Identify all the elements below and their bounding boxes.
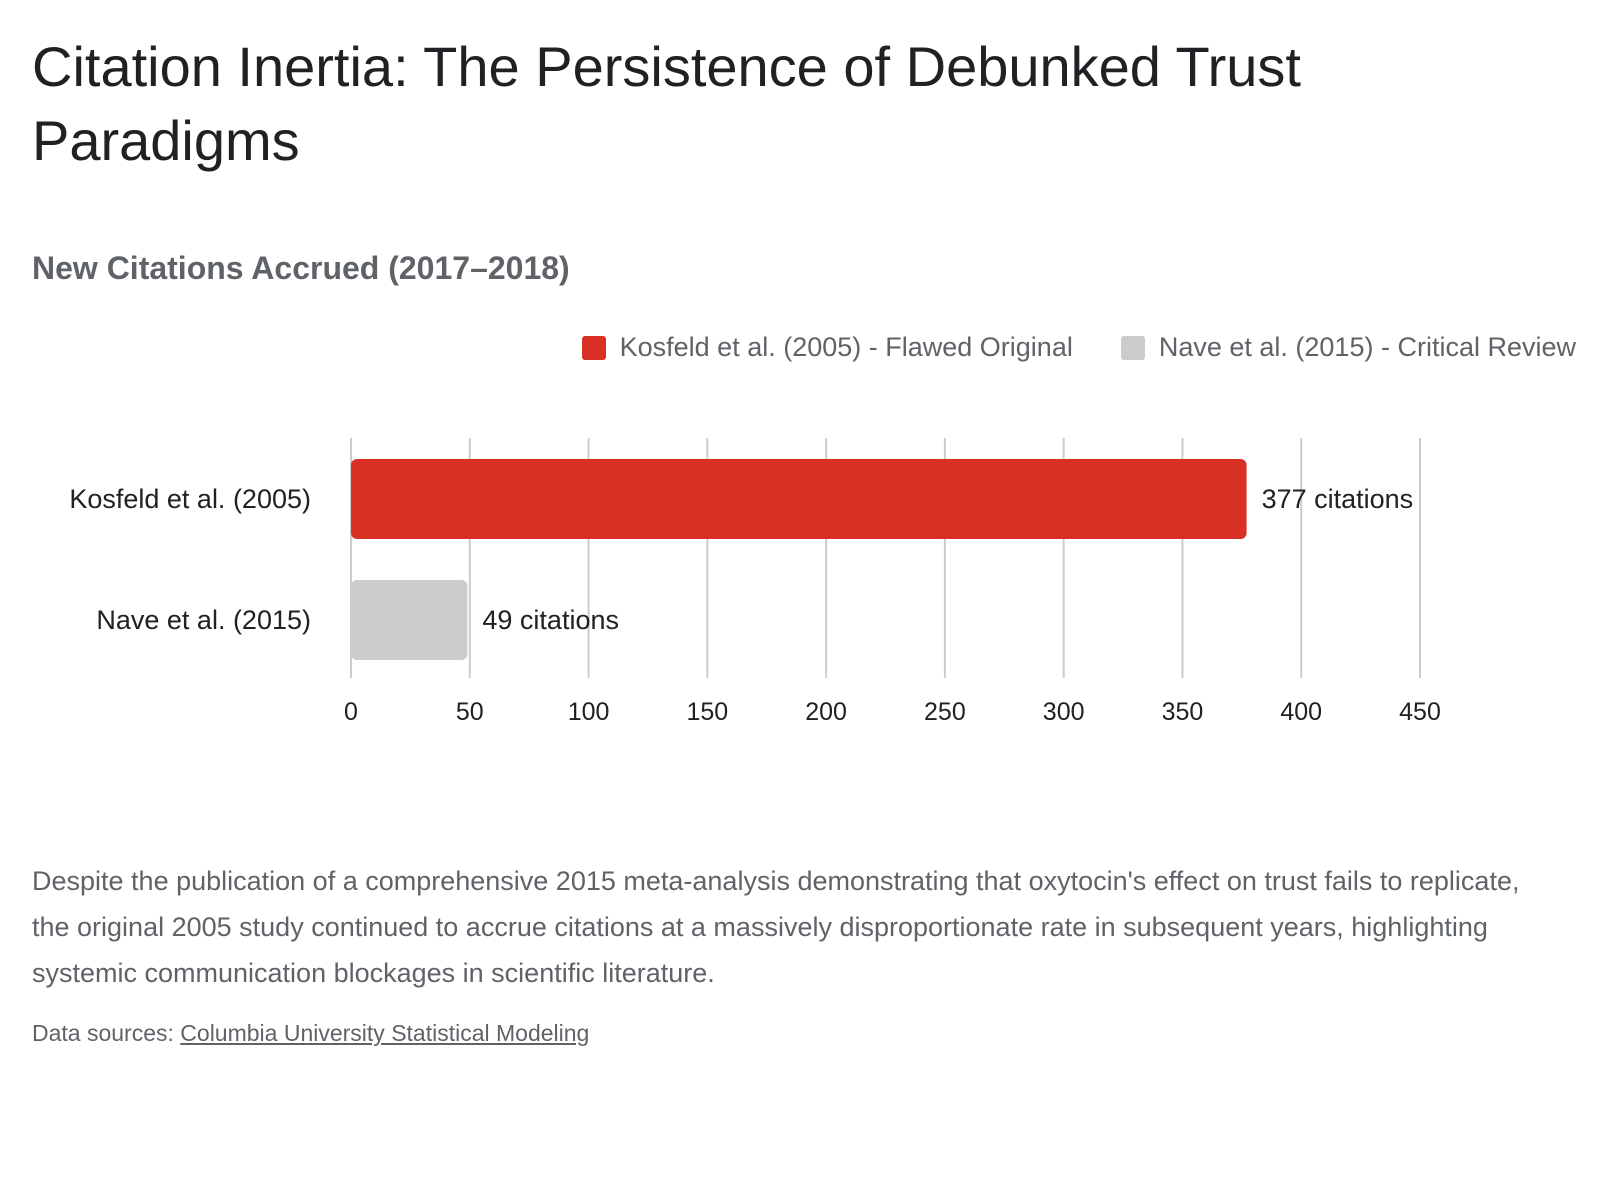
x-tick-label-100: 100 xyxy=(568,698,610,726)
x-tick-label-200: 200 xyxy=(805,698,847,726)
data-sources-prefix: Data sources: xyxy=(32,1020,181,1046)
bar-0 xyxy=(351,459,1247,539)
chart-subtitle: New Citations Accrued (2017–2018) xyxy=(32,250,570,286)
x-tick-label-450: 450 xyxy=(1399,698,1441,726)
chart-description: Despite the publication of a comprehensi… xyxy=(32,866,1520,988)
x-tick-label-400: 400 xyxy=(1280,698,1322,726)
page-title: Citation Inertia: The Persistence of Deb… xyxy=(32,35,1301,172)
bar-chart: 0 50 100 150 200 250 300 350 400 450 Kosfeld et al… xyxy=(69,438,1441,726)
x-tick-label-250: 250 xyxy=(924,698,966,726)
legend-item-kosfeld[interactable]: Kosfeld et al. (2005) - Flawed Original xyxy=(581,332,1073,363)
x-tick-label-350: 350 xyxy=(1162,698,1204,726)
x-tick-label-150: 150 xyxy=(686,698,728,726)
chart-legend: Kosfeld et al. (2005) - Flawed Original … xyxy=(581,332,1576,363)
x-tick-label-0: 0 xyxy=(344,698,358,726)
legend-swatch-kosfeld xyxy=(581,335,606,360)
bar-data-label-1: 49 citations xyxy=(482,605,619,635)
bar-data-label-0: 377 citations xyxy=(1262,484,1414,514)
legend-label-nave: Nave et al. (2015) - Critical Review xyxy=(1158,332,1576,362)
legend-label-kosfeld: Kosfeld et al. (2005) - Flawed Original xyxy=(619,332,1073,362)
legend-swatch-nave xyxy=(1120,335,1145,360)
data-sources: Data sources: Columbia University Statis… xyxy=(32,1020,589,1047)
x-tick-label-50: 50 xyxy=(456,698,484,726)
bar-1 xyxy=(351,580,468,660)
y-category-label-1: Nave et al. (2015) xyxy=(96,605,311,635)
legend-item-nave[interactable]: Nave et al. (2015) - Critical Review xyxy=(1120,332,1576,363)
y-category-label-0: Kosfeld et al. (2005) xyxy=(69,484,311,514)
x-tick-label-300: 300 xyxy=(1043,698,1085,726)
data-source-link[interactable]: Columbia University Statistical Modeling xyxy=(180,1020,590,1046)
